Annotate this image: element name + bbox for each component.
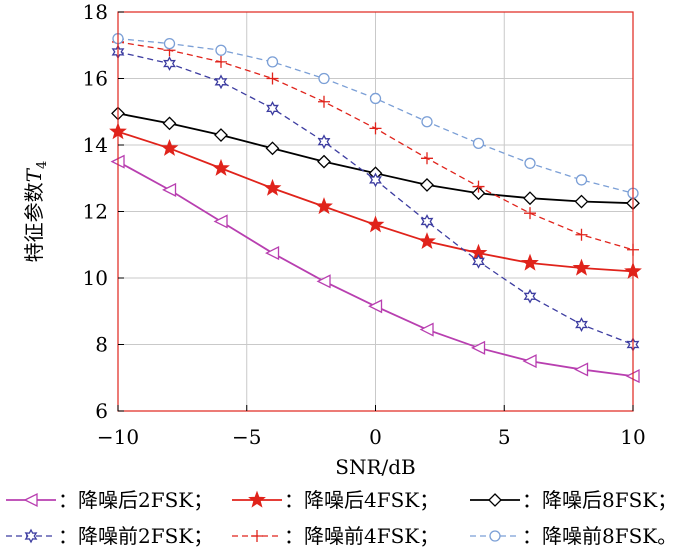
x-axis-title: SNR/dB [335, 455, 416, 479]
series-降噪前8FSK [112, 32, 639, 199]
x-tick-label: −10 [97, 425, 139, 449]
marker [574, 362, 589, 377]
marker [472, 253, 485, 269]
marker [162, 116, 177, 131]
marker [420, 214, 434, 229]
marker [574, 194, 589, 209]
marker [315, 197, 333, 215]
marker [366, 215, 385, 233]
x-tick-label: 0 [369, 425, 382, 449]
y-tick-labels: 6 8 10 12 14 16 18 [83, 0, 108, 423]
marker [575, 317, 588, 332]
y-tick-label: 14 [83, 133, 108, 157]
y-tick-label: 12 [83, 200, 108, 224]
marker [212, 158, 230, 176]
y-tick-label: 8 [95, 333, 108, 357]
marker [421, 116, 433, 128]
marker [524, 157, 536, 169]
marker [489, 530, 501, 542]
y-axis-title: 特征参数T4 [22, 161, 50, 263]
marker [266, 56, 279, 68]
y-axis-title-main: 特征参数 [22, 182, 46, 262]
marker [263, 178, 282, 196]
marker [265, 141, 280, 156]
marker [368, 299, 383, 314]
marker [214, 128, 228, 142]
legend-label: ：降噪前4FSK； [284, 524, 439, 548]
grid-lines [118, 12, 633, 411]
marker [418, 232, 436, 249]
marker [248, 490, 266, 508]
legend: ：降噪后2FSK； ：降噪后4FSK； ：降噪后8FSK； ：降噪前2FSK； ：降噪前… [6, 488, 677, 548]
marker [251, 530, 263, 542]
x-tick-label: −5 [232, 425, 261, 449]
marker [369, 172, 382, 188]
series-降噪后2FSK [110, 154, 640, 384]
marker [215, 44, 227, 56]
axis-ticks [117, 11, 634, 412]
legend-entry: ：降噪前2FSK； [6, 524, 213, 548]
marker [215, 55, 227, 68]
x-tick-label: 10 [620, 425, 645, 449]
legend-entry: ：降噪后4FSK； [232, 488, 439, 512]
legend-label: ：降噪后2FSK； [58, 488, 213, 512]
marker [163, 56, 176, 71]
legend-entry: ：降噪前8FSK。 [470, 524, 677, 548]
marker [523, 288, 537, 304]
marker [266, 72, 279, 85]
marker [213, 214, 228, 229]
marker [421, 152, 433, 165]
marker [266, 101, 279, 116]
marker [318, 72, 330, 85]
marker [318, 95, 330, 108]
y-axis-title-symbol: T [22, 167, 46, 182]
marker [572, 258, 591, 276]
x-tick-labels: −10 −5 0 5 10 [97, 425, 646, 449]
marker [163, 37, 176, 50]
y-tick-label: 6 [95, 399, 108, 423]
series-降噪前4FSK [112, 35, 639, 256]
marker [420, 177, 434, 192]
marker [575, 174, 588, 186]
legend-label: ：降噪前8FSK。 [522, 524, 677, 548]
marker [214, 74, 228, 90]
marker [265, 246, 280, 261]
marker [521, 253, 539, 271]
marker [24, 528, 38, 544]
marker [472, 180, 485, 193]
legend-entry: ：降噪后2FSK； [6, 488, 213, 512]
marker [317, 134, 331, 150]
marker [369, 122, 382, 135]
y-axis-title-subscript: 4 [35, 161, 50, 169]
marker [575, 228, 588, 241]
marker [23, 492, 38, 508]
y-tick-label: 10 [83, 266, 108, 290]
marker [317, 154, 331, 169]
marker [522, 354, 537, 369]
legend-label: ：降噪前2FSK； [58, 524, 213, 548]
marker [162, 182, 177, 197]
y-tick-label: 16 [83, 67, 108, 91]
marker [524, 207, 536, 220]
x-tick-label: 5 [498, 425, 511, 449]
marker [488, 493, 502, 507]
marker [419, 322, 434, 337]
marker [472, 137, 485, 149]
marker [160, 138, 179, 156]
y-tick-label: 18 [83, 0, 108, 24]
marker [471, 340, 486, 355]
marker [523, 191, 537, 206]
marker [471, 186, 486, 201]
legend-entry: ：降噪后8FSK； [470, 488, 677, 512]
legend-label: ：降噪后8FSK； [522, 488, 677, 512]
marker [316, 274, 331, 289]
marker [369, 92, 382, 105]
legend-entry: ：降噪前4FSK； [232, 524, 439, 548]
legend-label: ：降噪后4FSK； [284, 488, 439, 512]
